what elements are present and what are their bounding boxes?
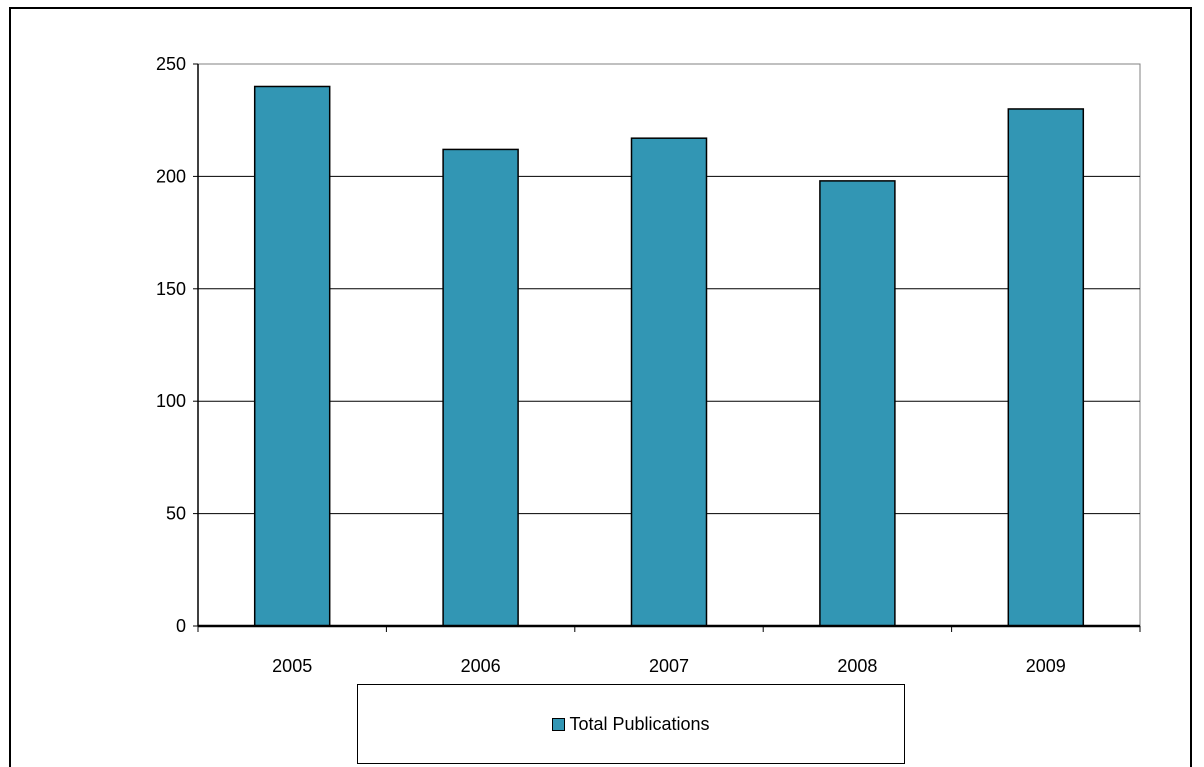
chart-frame: [9, 7, 1192, 767]
legend-swatch: [552, 717, 566, 731]
bar-2009: [1007, 108, 1085, 627]
x-tick-label: 2009: [1026, 656, 1066, 676]
x-tick-label: 2006: [461, 656, 501, 676]
y-tick-label: 50: [166, 504, 186, 524]
y-tick-label: 200: [156, 166, 186, 186]
x-tick-label: 2008: [837, 656, 877, 676]
y-tick-label: 250: [156, 54, 186, 74]
bar-2008: [819, 180, 896, 627]
y-tick-label: 0: [176, 616, 186, 636]
bar-2007: [630, 137, 708, 627]
legend: Total Publications: [357, 684, 905, 764]
y-tick-label: 150: [156, 279, 186, 299]
y-tick-label: 100: [156, 391, 186, 411]
x-tick-label: 2005: [272, 656, 312, 676]
x-tick-label: 2007: [649, 656, 689, 676]
bar-2005: [253, 85, 331, 627]
bar-2006: [442, 148, 519, 627]
legend-label: Total Publications: [569, 713, 710, 734]
